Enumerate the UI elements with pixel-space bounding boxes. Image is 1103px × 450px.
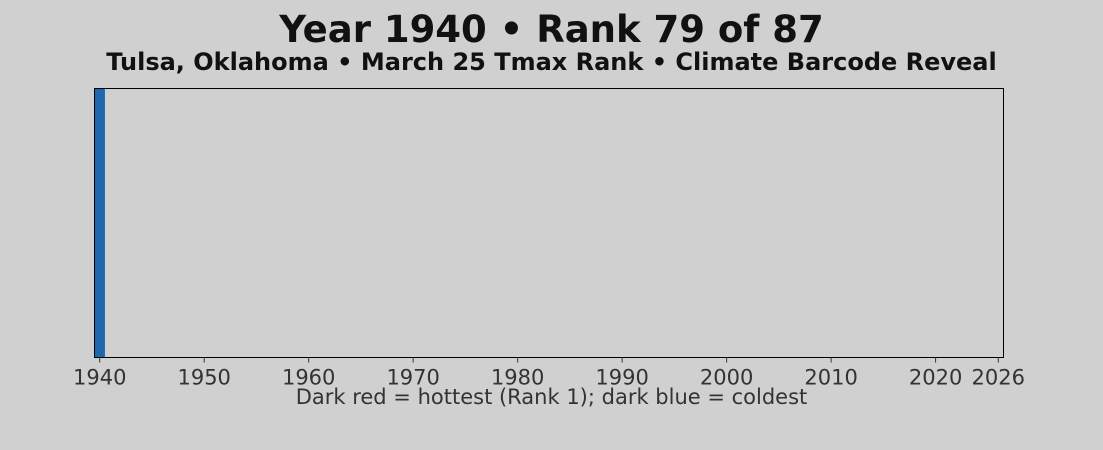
x-axis-ticks: 1940 1950 1960 1970 1980 1990 2000 2010 2020 2026 bbox=[73, 357, 1025, 390]
x-tick-label-1980: 1980 bbox=[491, 366, 544, 390]
plot-area bbox=[94, 88, 1004, 358]
x-tick-label-1970: 1970 bbox=[386, 366, 439, 390]
x-tick-label-2026: 2026 bbox=[972, 366, 1025, 390]
x-tick-label-1960: 1960 bbox=[282, 366, 335, 390]
x-tick-label-2000: 2000 bbox=[700, 366, 753, 390]
chart-subtitle: Tulsa, Oklahoma • March 25 Tmax Rank • C… bbox=[106, 48, 997, 76]
x-tick-label-1940: 1940 bbox=[73, 366, 126, 390]
bars-layer bbox=[94, 88, 105, 358]
x-tick-label-2010: 2010 bbox=[804, 366, 857, 390]
x-tick-label-1950: 1950 bbox=[177, 366, 230, 390]
color-legend-caption: Dark red = hottest (Rank 1); dark blue =… bbox=[295, 385, 808, 409]
x-tick-label-1990: 1990 bbox=[595, 366, 648, 390]
bar-year-1940 bbox=[94, 88, 105, 358]
x-tick-label-2020: 2020 bbox=[909, 366, 962, 390]
chart-title: Year 1940 • Rank 79 of 87 bbox=[279, 8, 824, 51]
plot-frame bbox=[94, 88, 1004, 358]
